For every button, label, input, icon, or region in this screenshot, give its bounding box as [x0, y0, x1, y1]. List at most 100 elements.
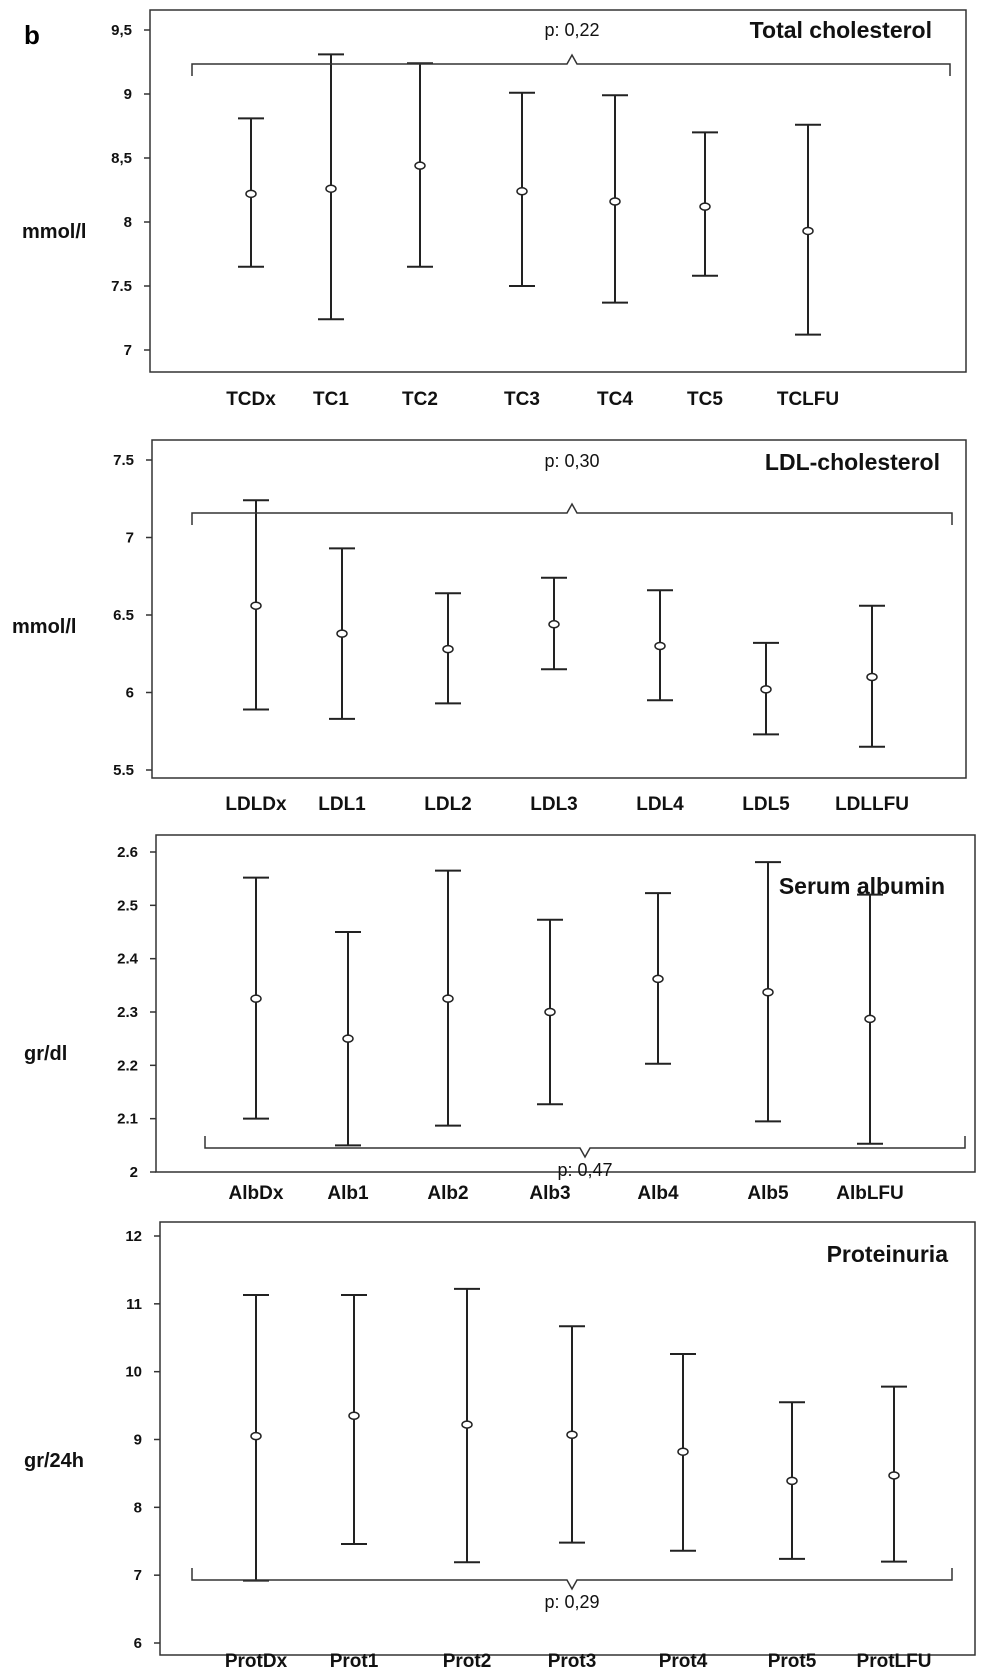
- mean-point: [677, 1447, 689, 1456]
- category-label: TC1: [313, 389, 349, 410]
- mean-point: [348, 1411, 360, 1421]
- y-tick-label: 5.5: [113, 762, 134, 779]
- y-tick-label: 9: [134, 1432, 142, 1449]
- mean-point: [652, 974, 664, 984]
- mean-point: [609, 197, 621, 206]
- category-label: TCLFU: [777, 389, 839, 410]
- significance-brace: [204, 1136, 966, 1159]
- y-tick-label: 2.2: [117, 1057, 138, 1074]
- plot-frame: [155, 834, 976, 1173]
- mean-point: [544, 1007, 556, 1017]
- category-label: Prot3: [548, 1651, 597, 1672]
- chart-title: LDL-cholesterol: [765, 449, 940, 475]
- chart-panel-2: 5.5 6 6.5 7 7.5 mmol/l LDL-cholesterol LDLDx LDL…: [12, 439, 967, 815]
- category-label: Prot5: [768, 1651, 817, 1672]
- mean-point: [442, 644, 454, 654]
- category-label: LDLLFU: [835, 794, 909, 815]
- chart-panel-4: 6 7 8 9 10 11 12 gr/24h Proteinuria ProtDx Prot1 Pr…: [24, 1221, 976, 1672]
- y-tick-label: 7.5: [111, 278, 132, 295]
- y-tick-label: 2.3: [117, 1004, 138, 1021]
- mean-point: [888, 1471, 900, 1480]
- mean-point: [699, 202, 711, 211]
- chart-title: Proteinuria: [827, 1241, 949, 1267]
- y-tick-label: 10: [125, 1364, 142, 1381]
- category-label: Alb3: [529, 1183, 570, 1204]
- category-label: LDL4: [636, 794, 684, 815]
- mean-point: [250, 994, 262, 1003]
- y-tick-label: 6.5: [113, 607, 134, 624]
- category-label: LDL3: [530, 794, 578, 815]
- mean-point: [566, 1430, 578, 1440]
- category-label: LDLDx: [225, 794, 287, 815]
- y-axis-label: gr/dl: [24, 1043, 67, 1065]
- y-tick-label: 2.6: [117, 844, 138, 861]
- category-label: AlbDx: [229, 1183, 284, 1204]
- significance-brace: [191, 502, 953, 525]
- mean-point: [342, 1034, 354, 1043]
- y-axis-label: mmol/l: [22, 221, 86, 243]
- significance-brace: [191, 1568, 953, 1591]
- category-label: Prot2: [443, 1651, 492, 1672]
- y-tick-label: 9: [124, 86, 132, 103]
- y-tick-label: 8,5: [111, 150, 132, 167]
- mean-point: [250, 601, 262, 610]
- category-label: AlbLFU: [836, 1183, 904, 1204]
- mean-point: [336, 629, 348, 638]
- mean-point: [802, 226, 814, 236]
- mean-point: [760, 685, 772, 694]
- category-label: TC3: [504, 389, 540, 410]
- category-label: ProtDx: [225, 1651, 288, 1672]
- chart-title: Total cholesterol: [750, 17, 932, 43]
- plot-frame: [149, 9, 967, 373]
- category-label: LDL2: [424, 794, 472, 815]
- mean-point: [654, 641, 666, 651]
- chart-panels: 7 7.5 8 8,5 9 9,5 mmol/l Total cholesterol TCDx T…: [12, 9, 976, 1672]
- category-label: TC4: [597, 389, 633, 410]
- mean-point: [442, 994, 454, 1003]
- chart-panel-1: 7 7.5 8 8,5 9 9,5 mmol/l Total cholesterol TCDx T…: [22, 9, 967, 410]
- category-label: ProtLFU: [857, 1651, 932, 1672]
- plot-frame: [159, 1221, 976, 1656]
- category-label: LDL1: [318, 794, 366, 815]
- significance-brace: [191, 53, 951, 76]
- mean-point: [245, 189, 257, 199]
- y-tick-label: 7: [126, 530, 134, 547]
- category-label: LDL5: [742, 794, 790, 815]
- category-label: TC2: [402, 389, 438, 410]
- mean-point: [461, 1420, 473, 1429]
- y-tick-label: 7: [124, 342, 132, 359]
- category-label: TC5: [687, 389, 723, 410]
- y-tick-label: 2.1: [117, 1111, 138, 1128]
- y-tick-label: 2.4: [117, 951, 139, 968]
- category-label: Alb1: [327, 1183, 369, 1204]
- p-value: p: 0,29: [544, 1592, 599, 1612]
- y-tick-label: 9,5: [111, 22, 132, 39]
- y-axis-label: mmol/l: [12, 616, 76, 638]
- mean-point: [864, 1014, 876, 1024]
- mean-point: [325, 184, 337, 193]
- y-tick-label: 2.5: [117, 897, 138, 914]
- p-value: p: 0,47: [557, 1160, 612, 1180]
- category-label: TCDx: [226, 389, 276, 410]
- y-tick-label: 7.5: [113, 452, 134, 469]
- category-label: Prot4: [659, 1651, 708, 1672]
- mean-point: [762, 988, 774, 997]
- y-tick-label: 6: [126, 685, 134, 702]
- p-value: p: 0,22: [544, 20, 599, 40]
- mean-point: [866, 672, 878, 682]
- y-tick-label: 12: [125, 1228, 142, 1245]
- y-tick-label: 6: [134, 1635, 142, 1652]
- mean-point: [250, 1431, 262, 1441]
- mean-point: [786, 1476, 798, 1486]
- mean-point: [414, 161, 426, 170]
- y-tick-label: 8: [124, 214, 132, 231]
- category-label: Alb4: [637, 1183, 679, 1204]
- y-tick-label: 8: [134, 1499, 142, 1516]
- plot-frame: [151, 439, 967, 779]
- category-label: Alb5: [747, 1183, 789, 1204]
- y-tick-label: 7: [134, 1567, 142, 1584]
- y-axis-label: gr/24h: [24, 1450, 84, 1472]
- mean-point: [548, 620, 560, 629]
